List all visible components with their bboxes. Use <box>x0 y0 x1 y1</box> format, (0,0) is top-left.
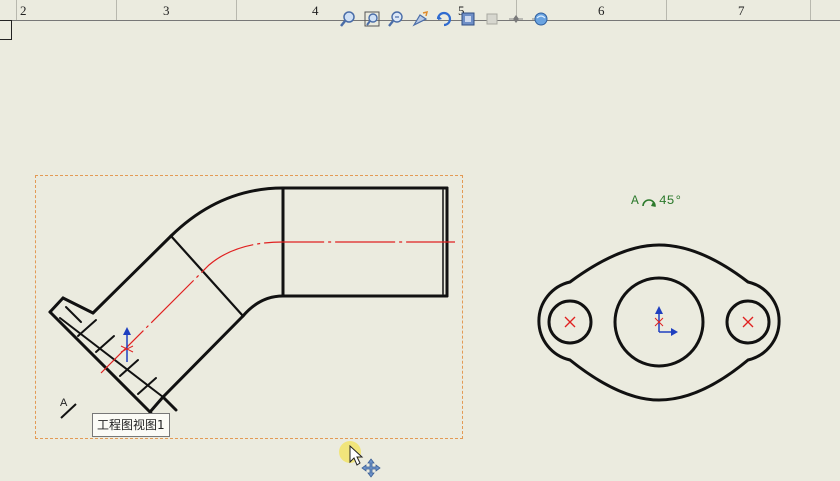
origin-triad-view2 <box>654 306 678 336</box>
ruler-tick <box>666 0 667 20</box>
rotate-view-icon[interactable] <box>434 9 454 29</box>
sheet-ruler: 2 3 4 5 6 7 <box>0 0 840 20</box>
zoom-in-out-icon[interactable] <box>386 9 406 29</box>
ruler-tick <box>16 0 17 20</box>
display-style-icon[interactable] <box>458 9 478 29</box>
section-arrow-a <box>60 403 77 419</box>
ruler-label: 3 <box>163 3 170 18</box>
elbow-pipe-view[interactable] <box>48 186 449 421</box>
hide-show-icon[interactable] <box>482 9 502 29</box>
rotation-arc-icon <box>642 198 656 207</box>
drawing-view-1-boundary[interactable] <box>35 175 463 439</box>
ruler-label: 2 <box>20 3 27 18</box>
view-name-tooltip: 工程图视图1 <box>92 413 170 437</box>
ruler-label: 4 <box>312 3 319 18</box>
ruler-tick <box>810 0 811 20</box>
view-label-letter: A <box>631 193 639 208</box>
section-label: A <box>60 397 68 409</box>
view-rotation-annotation[interactable]: A 45° <box>631 193 682 208</box>
ruler-tick <box>116 0 117 20</box>
sheet-corner-mark <box>0 20 12 40</box>
hole-center-marks <box>564 316 754 328</box>
pan-icon[interactable] <box>410 9 430 29</box>
ruler-label: 5 <box>458 3 465 18</box>
ruler-tick <box>516 0 517 20</box>
ruler-label: 6 <box>598 3 605 18</box>
ruler-label: 7 <box>738 3 745 18</box>
apply-scene-icon[interactable] <box>530 9 550 29</box>
ruler-tick <box>236 0 237 20</box>
zoom-to-area-icon[interactable] <box>362 9 382 29</box>
view-orientation-icon[interactable] <box>506 9 526 29</box>
heads-up-view-toolbar <box>338 8 550 30</box>
origin-triad-view1 <box>120 327 134 362</box>
rotation-angle-value: 45° <box>658 193 683 208</box>
pipe-centerline <box>100 241 455 374</box>
move-cursor-icon <box>339 441 381 478</box>
auxiliary-flange-view[interactable] <box>537 243 781 402</box>
zoom-to-fit-icon[interactable] <box>338 9 358 29</box>
